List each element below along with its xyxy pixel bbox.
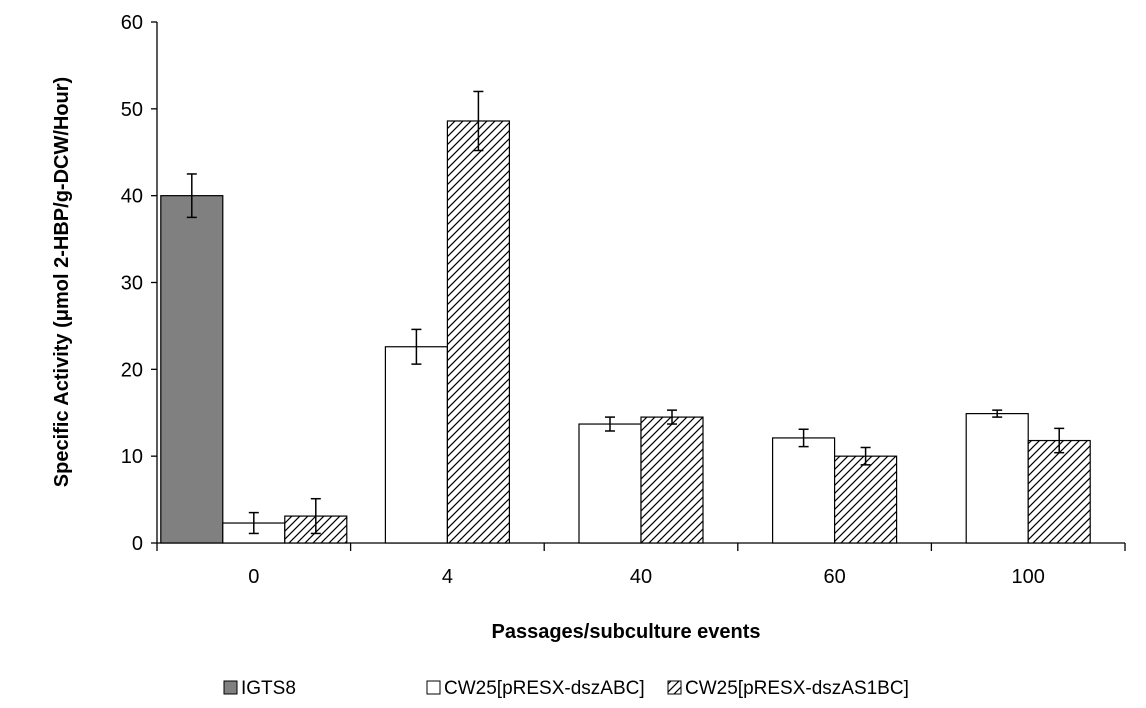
bar xyxy=(965,413,1029,544)
x-tick-label: 100 xyxy=(1012,566,1045,588)
legend-label: IGTS8 xyxy=(241,678,296,699)
legend-swatch xyxy=(223,680,238,695)
bar xyxy=(384,346,448,544)
bar xyxy=(640,416,704,544)
y-tick-label: 0 xyxy=(132,533,143,555)
y-tick-label: 40 xyxy=(121,186,143,208)
y-tick-label: 20 xyxy=(121,359,143,381)
y-tick-label: 60 xyxy=(121,12,143,34)
bar xyxy=(771,437,836,544)
legend-swatch xyxy=(667,680,682,695)
x-axis-title: Passages/subculture events xyxy=(491,621,760,643)
y-tick-label: 10 xyxy=(121,446,143,468)
x-tick-label: 60 xyxy=(823,566,845,588)
y-axis-title: Specific Activity (μmol 2-HBP/g-DCW/Hour… xyxy=(51,77,73,487)
legend-label: CW25[pRESX-dszAS1BC] xyxy=(685,678,909,699)
legend-label: CW25[pRESX-dszABC] xyxy=(444,678,645,699)
y-tick-label: 50 xyxy=(121,99,143,121)
y-tick-label: 30 xyxy=(121,273,143,295)
bar xyxy=(833,455,898,544)
bar xyxy=(1027,439,1091,544)
x-tick-label: 4 xyxy=(442,566,453,588)
bar xyxy=(578,423,642,544)
legend-swatch xyxy=(426,680,441,695)
x-tick-label: 40 xyxy=(630,566,652,588)
bar xyxy=(446,120,510,544)
x-tick-label: 0 xyxy=(248,566,259,588)
bar xyxy=(160,195,224,544)
